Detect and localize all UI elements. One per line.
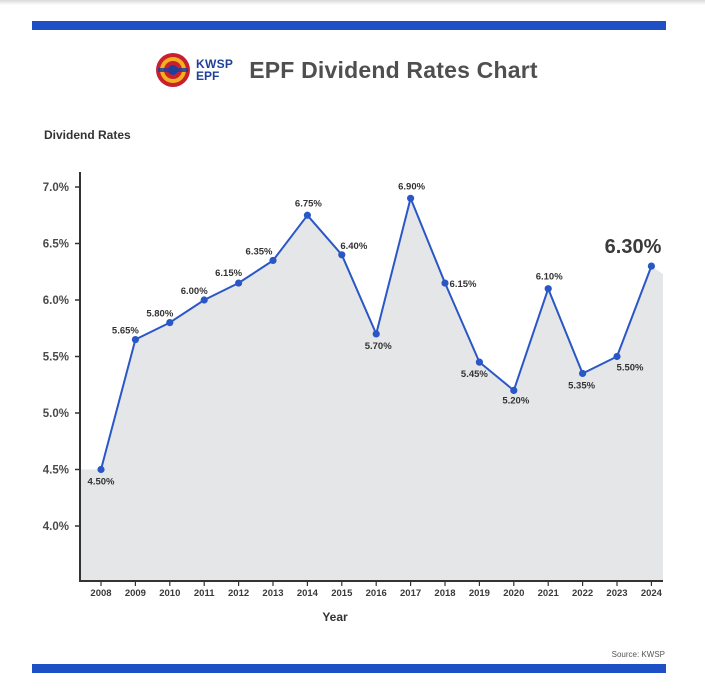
logo-epf-text: EPF (196, 69, 220, 83)
data-point (407, 194, 415, 202)
data-point (544, 285, 552, 293)
y-tick-label: 4.0% (43, 521, 69, 533)
data-label: 6.00% (181, 286, 208, 297)
data-label: 6.15% (450, 279, 477, 290)
data-point (235, 279, 243, 287)
y-axis-title: Dividend Rates (44, 128, 131, 142)
data-label: 5.50% (617, 363, 644, 374)
chart-title: EPF Dividend Rates Chart (249, 56, 538, 83)
y-tick-label: 5.0% (43, 408, 69, 420)
logo-text: KWSP EPF (196, 58, 233, 82)
x-tick-label: 2018 (434, 588, 455, 599)
data-label: 5.65% (112, 326, 139, 337)
x-axis-title: Year (322, 610, 348, 624)
y-tick-label: 6.5% (43, 239, 69, 251)
data-point (579, 369, 587, 378)
data-point (510, 386, 518, 394)
data-point (303, 211, 311, 219)
y-tick-label: 5.5% (43, 352, 69, 364)
x-tick-label: 2011 (194, 588, 215, 599)
data-label: 4.50% (88, 477, 115, 488)
data-point (97, 465, 105, 474)
x-tick-label: 2022 (572, 588, 593, 599)
x-tick-label: 2008 (90, 588, 111, 599)
data-label: 5.35% (568, 380, 595, 391)
x-tick-label: 2020 (503, 588, 524, 599)
x-tick-label: 2019 (469, 588, 490, 599)
data-label: 5.70% (365, 341, 392, 352)
data-point (613, 352, 621, 361)
data-point (131, 335, 139, 344)
data-point (269, 256, 277, 265)
data-label: 5.20% (502, 395, 529, 406)
data-point (372, 330, 380, 338)
data-point (441, 279, 449, 287)
data-label: 5.45% (461, 369, 488, 380)
data-point (338, 251, 346, 259)
y-tick-label: 4.5% (43, 465, 69, 477)
top-shadow (0, 0, 705, 5)
data-label: 5.80% (146, 309, 173, 320)
y-tick-label: 7.0% (43, 182, 69, 194)
area-fill (80, 198, 663, 582)
x-tick-label: 2017 (400, 588, 421, 599)
source-note: Source: KWSP (611, 650, 665, 659)
data-point (475, 358, 483, 366)
data-label: 6.90% (398, 181, 425, 192)
y-tick-label: 6.0% (43, 295, 69, 307)
x-tick-label: 2014 (297, 588, 319, 599)
x-tick-label: 2009 (125, 588, 146, 599)
data-point (647, 262, 656, 270)
x-tick-label: 2013 (262, 588, 283, 599)
chart-header: KWSP EPF EPF Dividend Rates Chart (155, 50, 538, 90)
data-label: 6.40% (340, 241, 367, 252)
x-tick-label: 2023 (606, 588, 627, 599)
x-tick-label: 2012 (228, 588, 249, 599)
data-point (166, 319, 174, 327)
data-label: 6.15% (215, 268, 242, 279)
x-tick-label: 2016 (366, 588, 387, 599)
kwsp-logo-icon (156, 53, 190, 87)
data-label: 6.10% (536, 272, 563, 283)
top-accent-bar (32, 21, 666, 30)
x-tick-label: 2024 (641, 588, 663, 599)
x-tick-label: 2015 (331, 588, 353, 599)
bottom-accent-bar (32, 664, 666, 673)
x-tick-label: 2021 (538, 588, 560, 599)
data-point (200, 296, 208, 304)
data-label-highlight: 6.30% (605, 236, 662, 258)
data-label: 6.75% (295, 198, 322, 209)
x-tick-label: 2010 (159, 588, 180, 599)
logo-kwsp-text: KWSP (196, 57, 234, 71)
data-label: 6.35% (246, 246, 273, 257)
